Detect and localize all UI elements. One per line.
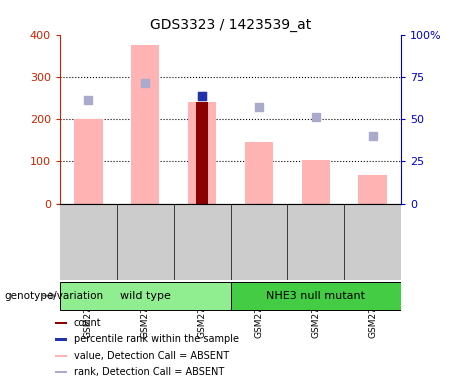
Point bbox=[85, 97, 92, 103]
Point bbox=[198, 93, 206, 99]
Bar bbox=[55, 338, 67, 341]
Bar bbox=[245, 142, 273, 204]
Bar bbox=[55, 354, 67, 357]
Point bbox=[369, 133, 376, 139]
Bar bbox=[55, 322, 67, 324]
Point bbox=[142, 80, 149, 86]
Text: genotype/variation: genotype/variation bbox=[5, 291, 104, 301]
Bar bbox=[301, 161, 330, 204]
Title: GDS3323 / 1423539_at: GDS3323 / 1423539_at bbox=[150, 18, 311, 32]
Point bbox=[312, 114, 319, 120]
Bar bbox=[60, 282, 230, 310]
Point bbox=[255, 104, 263, 110]
Point bbox=[198, 93, 206, 99]
Text: percentile rank within the sample: percentile rank within the sample bbox=[74, 334, 239, 344]
Text: count: count bbox=[74, 318, 101, 328]
Bar bbox=[131, 45, 160, 204]
Text: NHE3 null mutant: NHE3 null mutant bbox=[266, 291, 365, 301]
Bar bbox=[55, 371, 67, 373]
Bar bbox=[74, 119, 102, 204]
Text: rank, Detection Call = ABSENT: rank, Detection Call = ABSENT bbox=[74, 367, 224, 377]
Text: value, Detection Call = ABSENT: value, Detection Call = ABSENT bbox=[74, 351, 229, 361]
Bar bbox=[358, 175, 387, 204]
Bar bbox=[188, 102, 216, 204]
Bar bbox=[196, 102, 208, 204]
Bar bbox=[230, 282, 401, 310]
Text: wild type: wild type bbox=[120, 291, 171, 301]
